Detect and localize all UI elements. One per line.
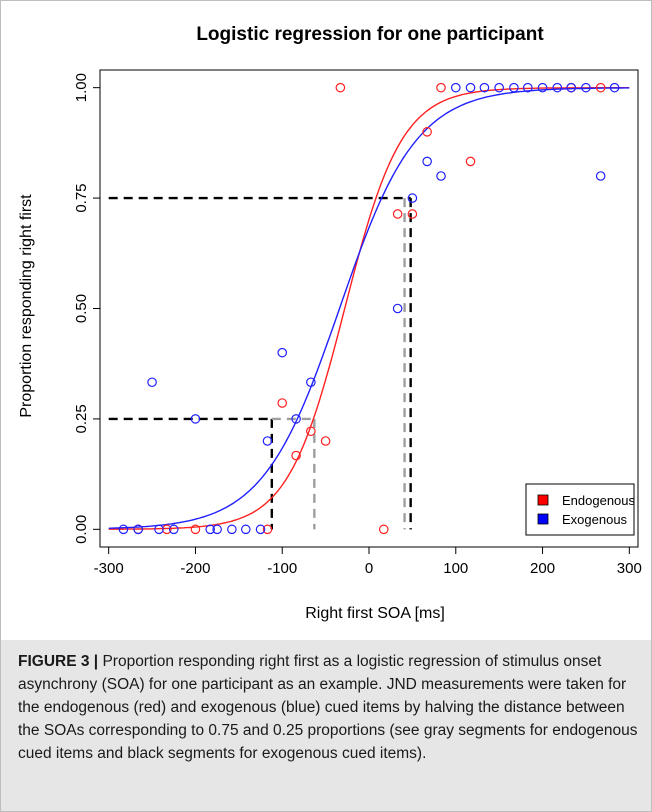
data-point-exogenous: [407, 193, 418, 203]
data-point-exogenous: [306, 377, 316, 388]
data-point-exogenous: [291, 414, 301, 424]
x-tick-label: 0: [365, 560, 373, 577]
data-point-exogenous: [566, 82, 576, 93]
data-point-exogenous: [240, 524, 251, 535]
x-tick-label: -300: [94, 560, 124, 577]
data-point-exogenous: [494, 82, 504, 93]
data-point-endogenous: [595, 82, 606, 93]
legend-label-exogenous: Exogenous: [562, 512, 628, 527]
data-point-exogenous: [212, 524, 222, 535]
chart-container: Logistic regression for one participant …: [18, 24, 642, 622]
x-tick-label: 100: [443, 560, 468, 577]
legend-label-endogenous: Endogenous: [562, 493, 636, 508]
data-point-endogenous: [335, 82, 346, 93]
data-point-exogenous: [436, 171, 446, 181]
y-tick-label: 0.75: [73, 183, 90, 212]
x-tick-label: 200: [530, 560, 555, 577]
data-point-exogenous: [133, 524, 143, 535]
y-tick-label: 0.25: [73, 404, 90, 433]
data-point-endogenous: [407, 209, 418, 219]
data-point-endogenous: [422, 127, 432, 137]
data-point-exogenous: [168, 524, 179, 535]
data-point-endogenous: [392, 209, 403, 219]
data-point-exogenous: [118, 524, 129, 535]
x-axis-label: Right first SOA [ms]: [305, 605, 445, 622]
figure-caption: FIGURE 3 | Proportion responding right f…: [18, 650, 638, 765]
data-point-endogenous: [291, 450, 301, 461]
y-tick-label: 0.00: [73, 515, 90, 544]
fit-curves: [108, 86, 630, 530]
y-axis: 0.00 0.25 0.50 0.75 1.00: [73, 73, 101, 544]
data-point-exogenous: [509, 82, 519, 93]
data-point-exogenous: [227, 524, 237, 535]
data-point-exogenous: [277, 347, 288, 358]
fit-curve-exogenous: [108, 87, 630, 529]
data-point-endogenous: [320, 436, 331, 446]
x-tick-label: 300: [617, 560, 642, 577]
legend-swatch-endogenous: [537, 494, 549, 506]
data-point-endogenous: [465, 156, 476, 167]
data-point-exogenous: [552, 82, 563, 93]
data-point-exogenous: [595, 171, 606, 181]
data-point-exogenous: [147, 377, 157, 388]
y-axis-label: Proportion responding right first: [18, 194, 35, 418]
data-point-exogenous: [522, 82, 533, 93]
data-point-exogenous: [581, 82, 591, 93]
data-point-endogenous: [436, 82, 446, 93]
y-tick-label: 1.00: [73, 73, 90, 102]
reference-segments: [108, 196, 412, 530]
data-point-endogenous: [190, 524, 201, 535]
legend-swatch-exogenous: [537, 513, 549, 525]
fit-curve-endogenous: [108, 86, 630, 530]
caption-background: [1, 640, 651, 811]
caption-text: Proportion responding right first as a l…: [18, 653, 638, 762]
y-tick-label: 0.50: [73, 294, 90, 323]
data-point-exogenous: [537, 82, 548, 93]
x-tick-label: -200: [180, 560, 210, 577]
data-point-exogenous: [609, 82, 620, 93]
data-point-exogenous: [190, 414, 201, 424]
data-point-exogenous: [154, 524, 164, 535]
data-point-exogenous: [255, 524, 266, 535]
legend-box: [525, 483, 635, 536]
data-point-exogenous: [422, 156, 432, 167]
plot-frame: [99, 69, 639, 548]
data-point-exogenous: [262, 436, 273, 446]
logistic-regression-chart: Logistic regression for one participant …: [18, 24, 642, 622]
x-tick-label: -100: [267, 560, 297, 577]
caption-label: FIGURE 3 |: [18, 653, 99, 670]
legend: Endogenous Exogenous: [525, 483, 636, 536]
data-point-endogenous: [306, 426, 316, 437]
data-point-endogenous: [277, 398, 288, 408]
data-point-endogenous: [262, 524, 273, 535]
x-axis: -300 -200 -100 0 100 200 300: [94, 546, 642, 577]
data-point-exogenous: [465, 82, 476, 93]
chart-title: Logistic regression for one participant: [196, 24, 544, 45]
data-points: [118, 82, 620, 535]
data-point-exogenous: [450, 82, 461, 93]
data-point-endogenous: [378, 524, 389, 535]
data-point-exogenous: [205, 524, 216, 535]
data-point-exogenous: [479, 82, 490, 93]
data-point-exogenous: [392, 303, 403, 314]
